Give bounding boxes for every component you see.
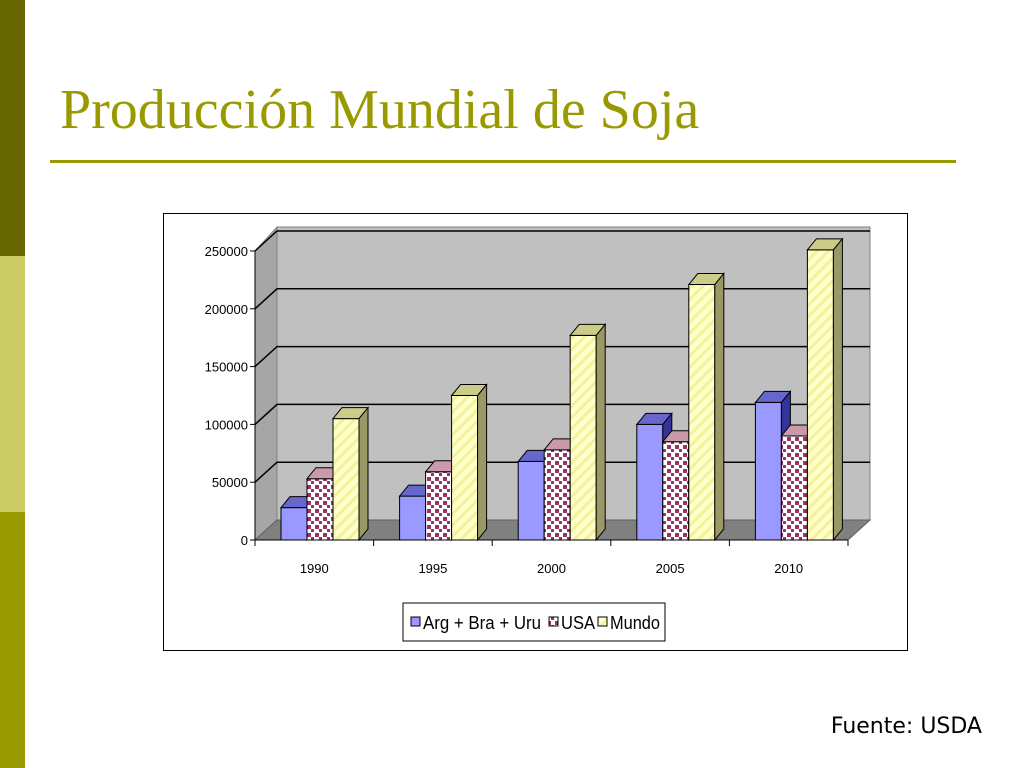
- bar-side: [714, 272, 725, 542]
- bar-front: [688, 284, 716, 541]
- y-tick-label: 200000: [205, 302, 248, 317]
- bar: [331, 406, 370, 542]
- slide-title: Producción Mundial de Soja: [60, 79, 700, 141]
- bar-side: [595, 322, 606, 542]
- legend-label: USA: [561, 613, 595, 633]
- chart-side-wall: [254, 225, 278, 542]
- y-tick-label: 0: [241, 533, 248, 548]
- title-underline: [50, 160, 956, 163]
- legend-label: Mundo: [610, 613, 660, 633]
- gridline: [254, 230, 870, 252]
- bar-front: [280, 507, 308, 541]
- bar-side: [832, 237, 843, 542]
- bar-front: [517, 460, 545, 541]
- bar: [806, 237, 844, 542]
- legend-swatch: [410, 616, 421, 627]
- bar-front: [780, 435, 808, 541]
- bar-front: [806, 249, 834, 541]
- bar-front: [662, 441, 690, 541]
- bar: [687, 272, 725, 542]
- legend-swatch: [597, 616, 608, 627]
- x-tick-label: 2005: [656, 561, 685, 576]
- y-tick-label: 250000: [205, 244, 248, 259]
- x-tick-label: 2000: [537, 561, 566, 576]
- bar: [450, 383, 488, 542]
- bar: [569, 322, 607, 542]
- source-note: Fuente: USDA: [830, 714, 982, 739]
- bar-front: [306, 478, 334, 541]
- bar-front: [451, 395, 479, 541]
- chart-legend-box: [402, 602, 666, 642]
- legend-swatch: [548, 616, 559, 627]
- y-tick-label: 50000: [212, 475, 248, 490]
- x-tick-label: 1990: [300, 561, 329, 576]
- bar-front: [569, 334, 597, 541]
- side-bar-segment-mid: [0, 512, 25, 768]
- bar-side: [358, 406, 369, 542]
- gridline: [254, 403, 870, 425]
- y-tick-label: 150000: [205, 360, 248, 375]
- gridline: [254, 345, 870, 368]
- bar-front: [636, 423, 664, 541]
- bar-front: [754, 401, 782, 541]
- y-tick-label: 100000: [205, 417, 248, 432]
- bar-front: [399, 495, 427, 541]
- side-bar-segment-light: [0, 256, 25, 512]
- bar-front: [332, 418, 360, 541]
- legend-label: Arg + Bra + Uru: [423, 613, 541, 633]
- x-tick-label: 1995: [418, 561, 447, 576]
- bar-side: [477, 383, 488, 542]
- production-chart: 0 50000 100000 150000 200000 250000 1990 1995 20…: [205, 225, 872, 642]
- gridline: [254, 288, 870, 310]
- bar-front: [543, 449, 571, 541]
- side-bar-segment-dark: [0, 0, 25, 256]
- bar-front: [425, 471, 453, 541]
- slide-side-bar: [0, 0, 25, 768]
- x-tick-label: 2010: [774, 561, 803, 576]
